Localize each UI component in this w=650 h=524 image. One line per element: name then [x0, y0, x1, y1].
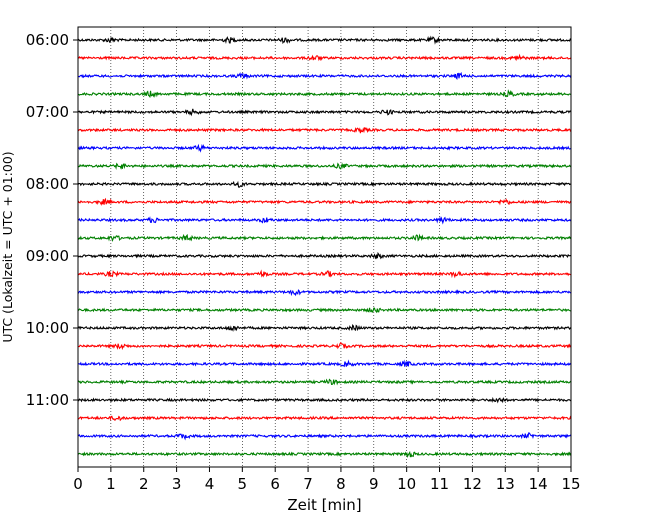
y-tick-label: 10:00 — [26, 319, 69, 337]
plot-frame — [77, 26, 572, 468]
trace-0900 — [77, 251, 572, 260]
trace-0800 — [77, 180, 572, 188]
x-axis-label: Zeit [min] — [287, 496, 361, 514]
x-tick-label: 10 — [397, 475, 416, 493]
x-tick-label: 0 — [73, 475, 83, 493]
trace-1045 — [77, 378, 572, 386]
trace-0730 — [77, 143, 572, 153]
y-tick-label: 09:00 — [26, 247, 69, 265]
y-tick-label: 06:00 — [26, 31, 69, 49]
x-tick-label: 12 — [463, 475, 482, 493]
x-tick-label: 14 — [529, 475, 548, 493]
x-axis-ticks: 0 1 2 3 4 5 6 7 8 9 10 11 12 13 14 15 — [73, 467, 581, 493]
x-tick-label: 11 — [430, 475, 449, 493]
trace-0845 — [77, 233, 572, 243]
x-tick-label: 3 — [172, 475, 182, 493]
x-tick-label: 13 — [496, 475, 515, 493]
x-tick-label: 9 — [369, 475, 379, 493]
x-tick-label: 1 — [106, 475, 116, 493]
y-tick-label: 11:00 — [26, 391, 69, 409]
seismic-traces — [77, 35, 572, 458]
trace-0615 — [77, 53, 572, 62]
x-tick-label: 8 — [336, 475, 346, 493]
trace-0815 — [77, 197, 572, 206]
trace-1100 — [77, 396, 572, 404]
trace-0945 — [78, 307, 572, 314]
x-tick-label: 4 — [205, 475, 215, 493]
trace-1000 — [77, 324, 572, 332]
y-tick-label: 07:00 — [26, 103, 69, 121]
trace-0600 — [77, 35, 572, 45]
trace-1145 — [77, 450, 572, 458]
trace-0830 — [77, 215, 572, 225]
x-tick-label: 2 — [139, 475, 149, 493]
y-axis-label: UTC (Lokalzeit = UTC + 01:00) — [0, 151, 15, 342]
trace-0700 — [77, 108, 572, 117]
y-axis-ticks: 06:00 07:00 08:00 09:00 10:00 11:00 — [26, 31, 78, 409]
x-tick-label: 15 — [561, 475, 580, 493]
y-tick-label: 08:00 — [26, 175, 69, 193]
x-tick-label: 6 — [270, 475, 280, 493]
x-tick-label: 5 — [238, 475, 248, 493]
trace-0715 — [77, 126, 572, 134]
trace-0645 — [77, 89, 572, 99]
grid-lines — [110, 27, 539, 467]
trace-1015 — [77, 341, 572, 351]
trace-1130 — [77, 432, 572, 441]
trace-1030 — [77, 359, 572, 368]
trace-0745 — [77, 162, 572, 170]
trace-0915 — [77, 269, 572, 279]
trace-0630 — [77, 71, 572, 80]
trace-0930 — [77, 289, 572, 297]
trace-1115 — [77, 415, 572, 422]
x-tick-label: 7 — [303, 475, 313, 493]
